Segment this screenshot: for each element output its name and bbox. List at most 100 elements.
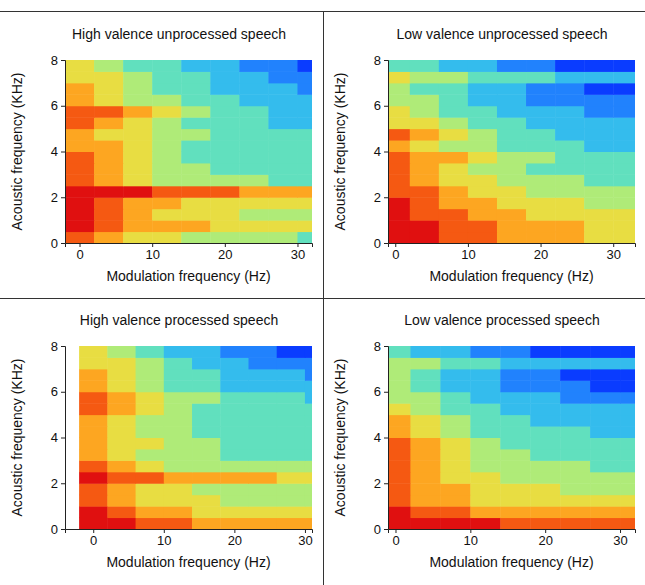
heatmap-cell [468,94,498,106]
heatmap-cell [164,495,193,507]
heatmap-cell [526,94,556,106]
heatmap-cell [164,518,193,529]
tick-label: 8 [374,339,381,354]
heatmap-cell [613,209,635,221]
heatmap-cell [181,140,211,152]
heatmap-cell [107,380,136,392]
heatmap-cell [164,403,193,415]
heatmap-cell [439,163,469,175]
heatmap-cell [305,426,312,438]
heatmap-cell [526,106,556,118]
heatmap-cell [526,163,556,175]
heatmap-cell [107,357,136,369]
heatmap-cell [613,197,635,209]
heatmap-cell [560,380,590,392]
x-axis: 0102030 [66,243,313,262]
heatmap-cell [239,71,269,83]
heatmap-cell [152,140,182,152]
heatmap-cell [220,506,249,518]
heatmap-cell [560,346,590,358]
heatmap-cell [94,83,124,95]
heatmap-cell [123,140,153,152]
heatmap-cell [164,460,193,472]
heatmap-cell [305,415,312,427]
heatmap-cell [530,472,560,484]
heatmap-cell [220,426,249,438]
heatmap-cell [152,209,182,221]
heatmap-cell [297,174,312,186]
heatmap-cell [297,94,312,106]
heatmap-cell [560,369,590,381]
heatmap-cell [388,209,410,221]
heatmap-cell [192,426,221,438]
heatmap-cell [410,460,440,472]
heatmap-cell [268,94,298,106]
heatmap-cell [410,495,440,507]
heatmap-cell [136,415,165,427]
heatmap-cell [388,483,411,495]
tick: 0 [51,236,65,251]
heatmap-cell [388,506,411,518]
separator [0,11,645,12]
heatmap-cell [620,357,635,369]
heatmap-cell [94,232,124,243]
heatmap-cell [584,71,614,83]
heatmap-cell [440,495,470,507]
heatmap-cell [79,357,108,369]
x-axis-title: Modulation frequency (Hz) [106,554,270,570]
heatmap-cell [220,415,249,427]
heatmap-cell [107,426,136,438]
tick-label: 4 [374,430,381,445]
tick-mark [384,346,388,347]
tick-label: 4 [374,144,381,159]
heatmap-cell [560,403,590,415]
heatmap-cell [500,415,530,427]
tick: 20 [538,529,552,548]
heatmap-cell [613,129,635,141]
heatmap-cell [526,71,556,83]
heatmap-cell [152,152,182,164]
heatmap-cell [65,117,95,129]
heatmap-cell [181,186,211,198]
heatmap-cell [65,83,95,95]
heatmap-cell [388,472,411,484]
heatmap-cell [584,83,614,95]
heatmap-cell [439,106,469,118]
heatmap-cell [388,163,410,175]
tick: 30 [606,243,620,262]
heatmap-cell [555,117,585,129]
heatmap-cell [123,94,153,106]
heatmap-cell [305,518,312,529]
heatmap-cell [388,380,411,392]
heatmap-cell [439,197,469,209]
heatmap-cell [500,506,530,518]
heatmap-cell [500,449,530,461]
heatmap-cell [239,197,269,209]
heatmap-cell [500,403,530,415]
heatmap-cell [107,403,136,415]
y-axis-title: Acoustic frequency (KHz) [9,73,25,231]
heatmap-cell [388,357,411,369]
heatmap-cell [192,460,221,472]
heatmap-cell [613,140,635,152]
heatmap-cell [297,129,312,141]
heatmap-cell [239,83,269,95]
tick-label: 10 [461,247,475,262]
heatmap-cell [388,140,410,152]
heatmap-cell [305,483,312,495]
heatmap-cell [136,380,165,392]
heatmap-cell [107,472,136,484]
heatmap-cell [136,460,165,472]
heatmap-cell [500,346,530,358]
heatmap-cell [555,94,585,106]
heatmap-cell [164,472,193,484]
heatmap-cell [268,140,298,152]
heatmap-cell [470,506,500,518]
heatmap-cell [305,472,312,484]
heatmap-cell [164,426,193,438]
heatmap-cell [410,140,440,152]
heatmap-cell [590,483,620,495]
tick-label: 6 [51,384,58,399]
heatmap-cell [181,60,211,72]
heatmap-cell [555,163,585,175]
